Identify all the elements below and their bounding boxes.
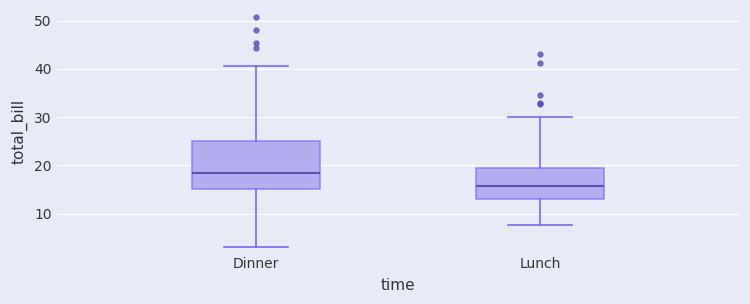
PathPatch shape xyxy=(192,141,320,189)
Y-axis label: total_bill: total_bill xyxy=(11,99,27,164)
PathPatch shape xyxy=(476,168,604,199)
X-axis label: time: time xyxy=(380,278,416,293)
